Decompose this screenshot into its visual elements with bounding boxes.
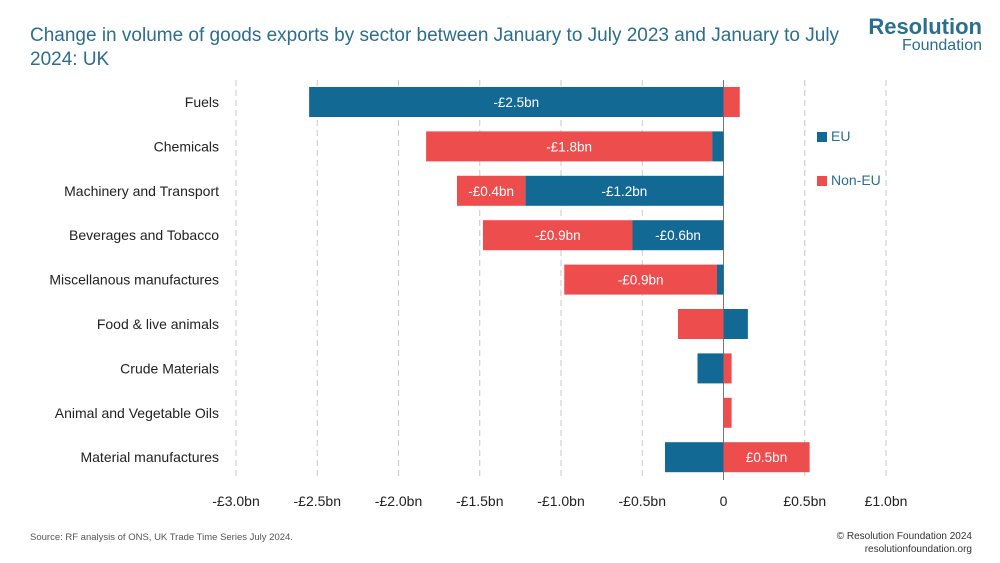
bar-eu: [712, 131, 724, 162]
copyright-text: © Resolution Foundation 2024: [836, 531, 972, 542]
bar-non-eu: [564, 264, 717, 295]
category-label: Miscellanous manufactures: [49, 272, 219, 288]
category-label: Animal and Vegetable Oils: [55, 405, 219, 421]
x-tick-label: -£0.5bn: [619, 493, 666, 509]
data-label: -£1.2bn: [601, 184, 647, 199]
x-tick-label: -£1.0bn: [537, 493, 584, 509]
logo-line-1: Resolution: [868, 14, 982, 39]
data-label: £0.5bn: [746, 450, 787, 465]
data-label: -£0.9bn: [618, 273, 664, 288]
x-tick-label: £0.5bn: [783, 493, 826, 509]
x-tick-label: -£2.5bn: [294, 493, 341, 509]
bar-eu: [309, 87, 724, 117]
x-tick-label: 0: [720, 493, 728, 509]
bar-non-eu: [426, 131, 713, 162]
bar-eu: [717, 264, 724, 295]
data-label: -£1.8bn: [546, 139, 592, 154]
website-text: resolutionfoundation.org: [864, 544, 972, 555]
x-tick-label: -£1.5bn: [456, 493, 503, 509]
bar-eu: [723, 309, 748, 339]
chart-title: Change in volume of goods exports by sec…: [30, 25, 840, 70]
data-label: -£0.4bn: [468, 184, 514, 199]
legend-swatch-eu: [817, 132, 827, 142]
logo-line-2: Foundation: [901, 37, 982, 54]
category-label: Beverages and Tobacco: [69, 227, 219, 243]
category-label: Crude Materials: [120, 360, 219, 376]
data-label: -£2.5bn: [493, 95, 539, 110]
legend-label-eu: EU: [831, 128, 850, 144]
x-tick-label: -£2.0bn: [375, 493, 422, 509]
bar-eu: [697, 353, 724, 384]
bar-non-eu: [723, 442, 810, 473]
category-label: Food & live animals: [97, 316, 219, 332]
bar-eu: [632, 220, 724, 251]
source-note: Source: RF analysis of ONS, UK Trade Tim…: [30, 532, 293, 543]
bar-eu: [525, 175, 724, 206]
x-tick-label: £1.0bn: [865, 493, 908, 509]
data-label: -£0.6bn: [655, 228, 701, 243]
bar-eu: [665, 442, 724, 473]
x-tick-label: -£3.0bn: [212, 493, 259, 509]
category-label: Machinery and Transport: [64, 183, 219, 199]
bar-non-eu: [457, 175, 526, 206]
category-label: Material manufactures: [80, 449, 219, 465]
resolution-foundation-logo: Resolution Foundation: [868, 16, 982, 54]
legend-swatch-non-eu: [817, 176, 827, 186]
bar-non-eu: [723, 87, 740, 117]
copyright-block: © Resolution Foundation 2024 resolutionf…: [837, 530, 972, 556]
data-label: -£0.9bn: [535, 228, 581, 243]
category-label: Fuels: [185, 94, 219, 110]
bar-non-eu: [483, 220, 633, 251]
bar-non-eu: [678, 309, 724, 339]
bar-non-eu: [723, 397, 732, 428]
bar-non-eu: [723, 353, 732, 384]
legend-label-non-eu: Non-EU: [831, 172, 881, 188]
category-label: Chemicals: [154, 138, 219, 154]
